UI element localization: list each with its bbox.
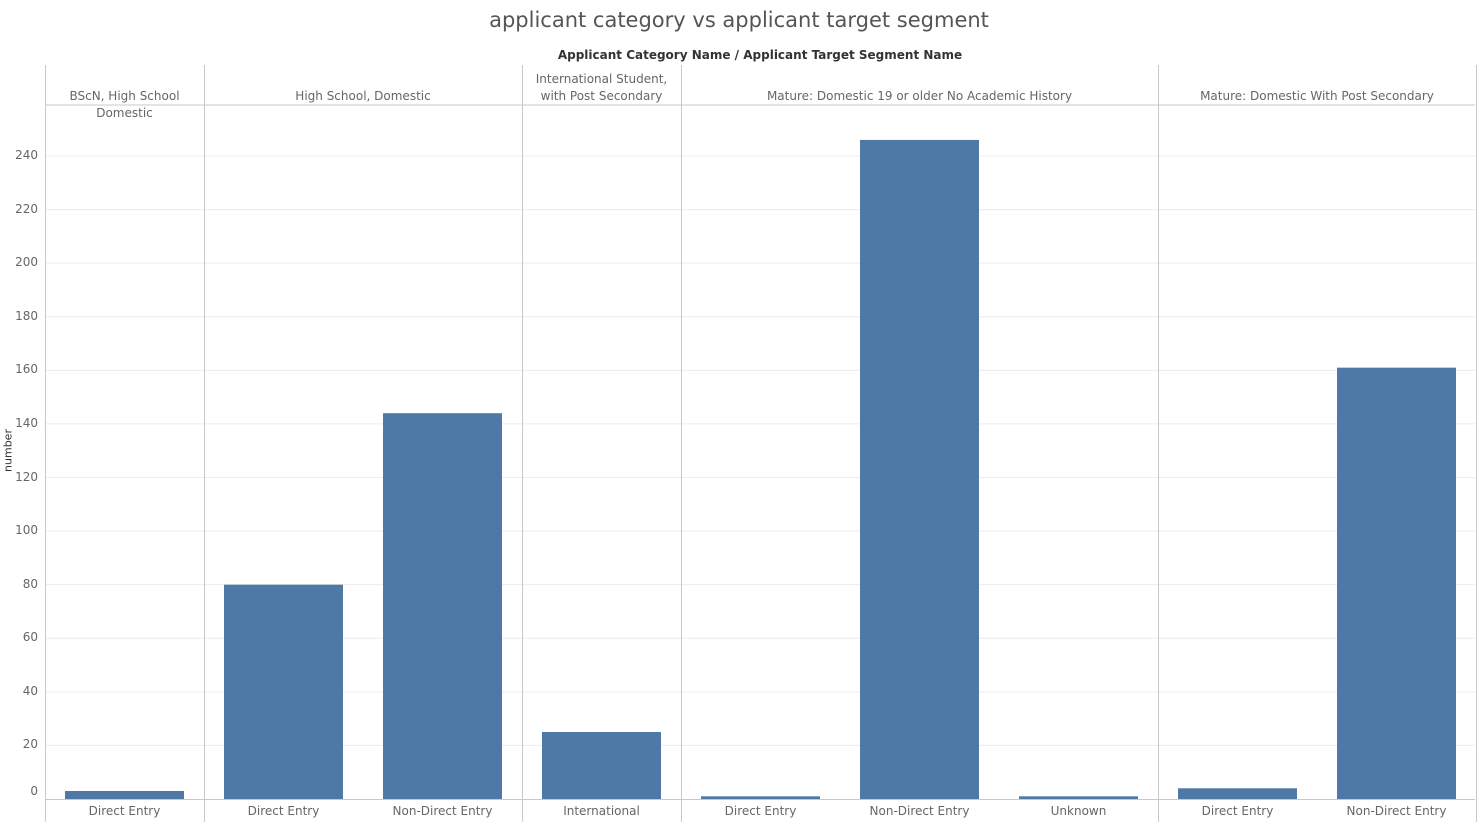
bar-4-1 [701,796,820,799]
x-tick-label: Direct Entry [1201,804,1274,818]
bar-4-2 [860,139,979,800]
y-tick-label: 40 [22,683,38,698]
column-header-title: Applicant Category Name / Applicant Targ… [557,48,963,62]
y-tick-label: 160 [15,362,38,377]
bar-5-2 [1337,367,1456,799]
pane-header-label: Mature: Domestic With Post Secondary [1200,89,1434,103]
pane-header-label: BScN, High School Domestic [69,89,180,120]
x-tick-label: Non-Direct Entry [392,804,493,818]
y-tick-label: 0 [30,784,38,798]
bar-4-3 [1019,796,1138,799]
y-tick-label: 120 [15,469,38,484]
pane-header-label: High School, Domestic [295,89,431,103]
x-tick-label: Non-Direct Entry [1346,804,1447,818]
x-tick-label: Unknown [1050,804,1107,818]
y-tick-label: 180 [15,308,38,323]
bar-1-1 [65,790,184,799]
x-tick-label: Direct Entry [724,804,797,818]
x-tick-label: Non-Direct Entry [869,804,970,818]
pane-header-label: International Student, with Post Seconda… [535,72,668,103]
y-tick-label: 20 [22,737,38,752]
y-tick-label: 220 [15,201,38,216]
y-tick-label: 240 [15,148,38,162]
y-tick-label: 140 [15,415,38,430]
chart-title: applicant category vs applicant target s… [489,8,989,32]
y-tick-label: 100 [15,523,38,538]
x-tick-label: Direct Entry [88,804,161,818]
bar-2-2 [383,413,502,799]
y-tick-label: 80 [22,576,38,591]
x-tick-label: International [563,804,640,818]
bar-3-1 [542,732,661,799]
x-tick-label: Direct Entry [247,804,320,818]
y-tick-label: 200 [15,255,38,270]
y-tick-label: 60 [22,630,38,645]
pane-header-label: Mature: Domestic 19 or older No Academic… [766,89,1073,103]
bar-5-1 [1178,788,1297,799]
bar-2-1 [224,584,343,799]
